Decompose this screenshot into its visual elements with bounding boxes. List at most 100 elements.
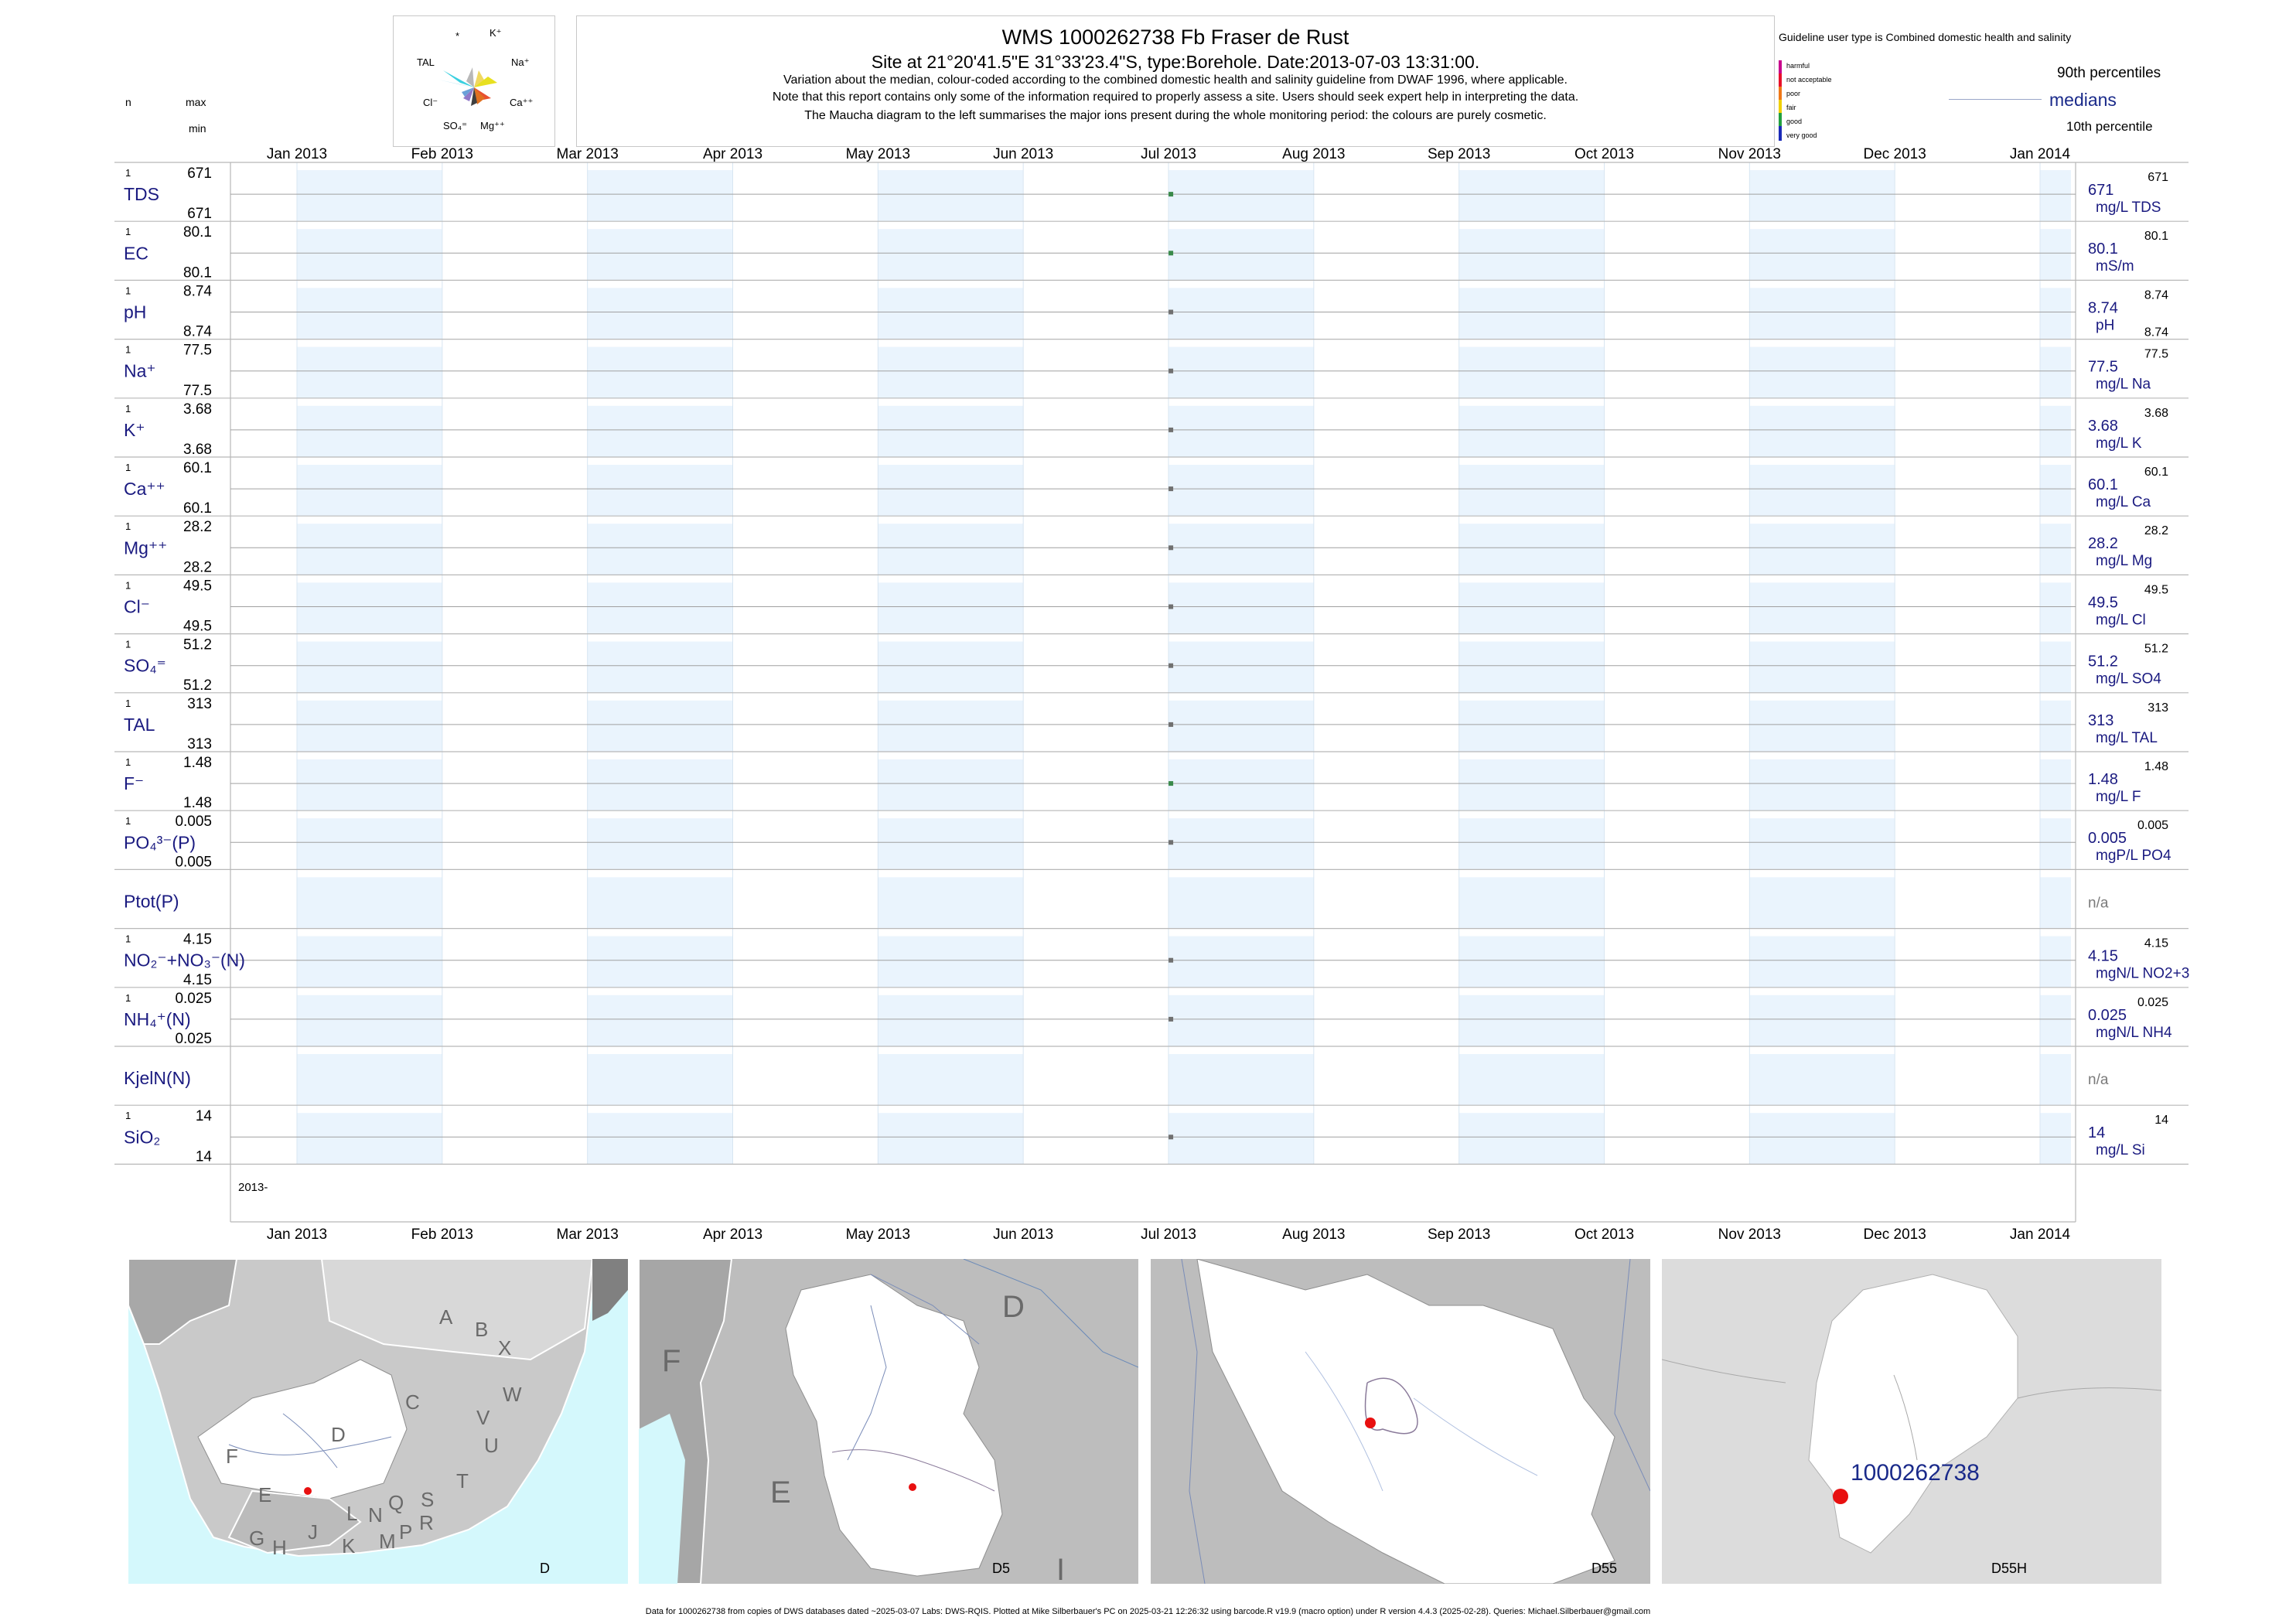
row-n: 1 (125, 933, 131, 945)
row-label: Mg⁺⁺ (124, 537, 167, 558)
map-d5-letter-f: F (662, 1344, 681, 1378)
month-band (1749, 162, 1895, 1165)
x-tick-label-bottom: Dec 2013 (1863, 1227, 1926, 1243)
row-p90: 8.74 (2144, 288, 2168, 302)
row-gap (230, 457, 2076, 465)
row-gap (230, 810, 2076, 819)
row-p90: 51.2 (2144, 643, 2168, 656)
map-d55-caption: D55 (1592, 1561, 1618, 1576)
row-n: 1 (125, 698, 131, 709)
x-tick-label-top: Aug 2013 (1282, 146, 1345, 162)
row-label: Cl⁻ (124, 597, 150, 617)
row-label: Na⁺ (124, 361, 156, 381)
row-min: 80.1 (183, 264, 212, 281)
map-d-letter-r: R (419, 1511, 434, 1534)
maucha-label-tal: TAL (417, 56, 435, 68)
map-d-letter-f: F (226, 1445, 238, 1468)
month-band (1458, 162, 1605, 1165)
row-median: 28.2 (2088, 535, 2118, 552)
legend-class-poor: poor (1786, 90, 1801, 97)
map-d-letter-e: E (258, 1483, 272, 1506)
row-p90: 28.2 (2144, 524, 2168, 537)
map-d-letter-u: U (484, 1434, 499, 1457)
row-max: 51.2 (183, 637, 212, 653)
map-d5-caption: D5 (992, 1561, 1011, 1576)
row-n: 1 (125, 520, 131, 532)
row-label: K⁺ (124, 420, 145, 440)
row-min: 0.005 (175, 854, 212, 870)
row-unit: mgP/L PO4 (2096, 848, 2171, 864)
x-tick-label-bottom: Jul 2013 (1141, 1227, 1196, 1243)
year-label: 2013- (238, 1181, 268, 1194)
legend-class-very-good: very good (1786, 131, 1817, 139)
data-point (1168, 486, 1174, 492)
row-median: 0.005 (2088, 830, 2127, 847)
map-d-letter-n: N (368, 1503, 383, 1527)
row-gap (230, 928, 2076, 937)
maucha-label-ca: Ca⁺⁺ (510, 97, 534, 108)
row-p90: 80.1 (2144, 230, 2168, 243)
map-d-letter-l: L (346, 1502, 358, 1525)
legend-class-good: good (1786, 118, 1803, 125)
map-d-letter-j: J (308, 1520, 318, 1544)
legend-p10: 10th percentile (2066, 119, 2153, 134)
row-max: 8.74 (183, 283, 212, 299)
map-d-letter-t: T (456, 1469, 469, 1493)
data-point (1168, 427, 1174, 432)
row-min: 3.68 (183, 442, 212, 458)
row-label: Ptot(P) (124, 892, 179, 912)
x-tick-label-bottom: Jun 2013 (993, 1227, 1053, 1243)
x-tick-label-bottom: Feb 2013 (411, 1227, 473, 1243)
x-tick-label-top: Sep 2013 (1428, 146, 1490, 162)
row-unit: mg/L Na (2096, 377, 2151, 393)
map-d-letter-m: M (379, 1530, 396, 1553)
month-band (587, 162, 733, 1165)
x-tick-label-bottom: Mar 2013 (557, 1227, 619, 1243)
row-median-na: n/a (2088, 1072, 2109, 1088)
map-d5-site-dot (909, 1483, 916, 1491)
row-max: 4.15 (183, 932, 212, 948)
data-point (1168, 545, 1174, 551)
month-band (878, 162, 1024, 1165)
row-p90: 313 (2148, 701, 2168, 715)
x-tick-label-bottom: Aug 2013 (1282, 1227, 1345, 1243)
legend-medians: medians (2049, 90, 2117, 110)
legend-class-not-acceptable: not acceptable (1786, 76, 1832, 84)
row-max: 77.5 (183, 343, 212, 359)
row-unit: mg/L TAL (2096, 730, 2158, 746)
row-min: 14 (196, 1148, 213, 1165)
row-gap (230, 280, 2076, 288)
map-d5-letter-d: D (1002, 1290, 1025, 1324)
map-d5-graphic (639, 1259, 1138, 1584)
row-max: 313 (187, 696, 212, 712)
row-label: pH (124, 302, 146, 322)
row-median: 671 (2088, 182, 2113, 199)
row-unit: mg/L Mg (2096, 553, 2152, 569)
map-d-letter-v: V (476, 1406, 490, 1429)
row-gap (230, 633, 2076, 642)
row-gap (230, 752, 2076, 759)
row-max: 80.1 (183, 224, 212, 241)
barcode-chart: Jan 2013 Jan 2013 Feb 2013 Feb 2013 Mar 2013… (114, 146, 2189, 1243)
row-p90: 3.68 (2144, 407, 2168, 420)
x-tick-label-bottom: Nov 2013 (1718, 1227, 1781, 1243)
title-box: WMS 1000262738 Fb Fraser de Rust Site at… (576, 15, 1775, 147)
note-line-2: Note that this report contains only some… (772, 90, 1579, 104)
row-label: TDS (124, 184, 159, 204)
map-d-letter-w: W (503, 1383, 522, 1406)
x-tick-label-top: Jul 2013 (1141, 146, 1196, 162)
x-tick-label-bottom: Jan 2013 (267, 1227, 327, 1243)
map-d55h-caption: D55H (1991, 1561, 2028, 1576)
row-n: 1 (125, 815, 131, 827)
row-unit: mgN/L NO2+3 (2096, 966, 2189, 982)
legend: Guideline user type is Combined domestic… (1779, 28, 2181, 152)
x-tick-label-top: Feb 2013 (411, 146, 473, 162)
map-d-letter-s: S (421, 1488, 435, 1511)
maucha-diagram: * K⁺ TAL Na⁺ Cl⁻ Ca⁺⁺ SO₄⁼ Mg⁺⁺ (393, 15, 555, 147)
row-label: NH₄⁺(N) (124, 1009, 191, 1029)
row-min: 0.025 (175, 1031, 212, 1047)
row-label: SiO₂ (124, 1127, 160, 1147)
row-gap (230, 162, 2076, 170)
legend-medians-line (1949, 99, 2042, 100)
row-unit: mgN/L NH4 (2096, 1025, 2172, 1041)
